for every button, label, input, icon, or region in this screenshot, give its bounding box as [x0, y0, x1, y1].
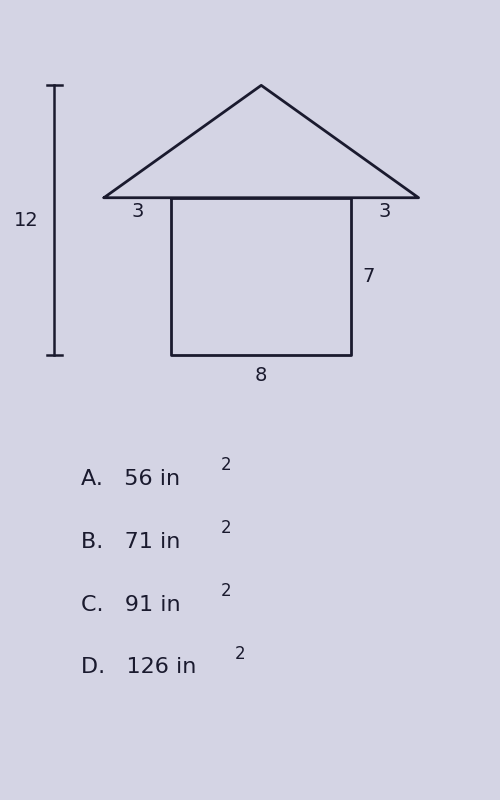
- Text: 3: 3: [132, 202, 144, 221]
- Text: C.   91 in: C. 91 in: [82, 594, 181, 614]
- Text: 8: 8: [255, 366, 268, 386]
- Text: A.   56 in: A. 56 in: [82, 469, 180, 489]
- Text: 12: 12: [14, 210, 38, 230]
- Text: D.   126 in: D. 126 in: [82, 658, 197, 678]
- Text: 2: 2: [221, 519, 232, 537]
- Text: 2: 2: [221, 456, 232, 474]
- Text: 2: 2: [221, 582, 232, 600]
- Text: 3: 3: [378, 202, 391, 221]
- Text: B.   71 in: B. 71 in: [82, 531, 181, 551]
- Text: 2: 2: [234, 645, 246, 663]
- Text: 7: 7: [362, 267, 374, 286]
